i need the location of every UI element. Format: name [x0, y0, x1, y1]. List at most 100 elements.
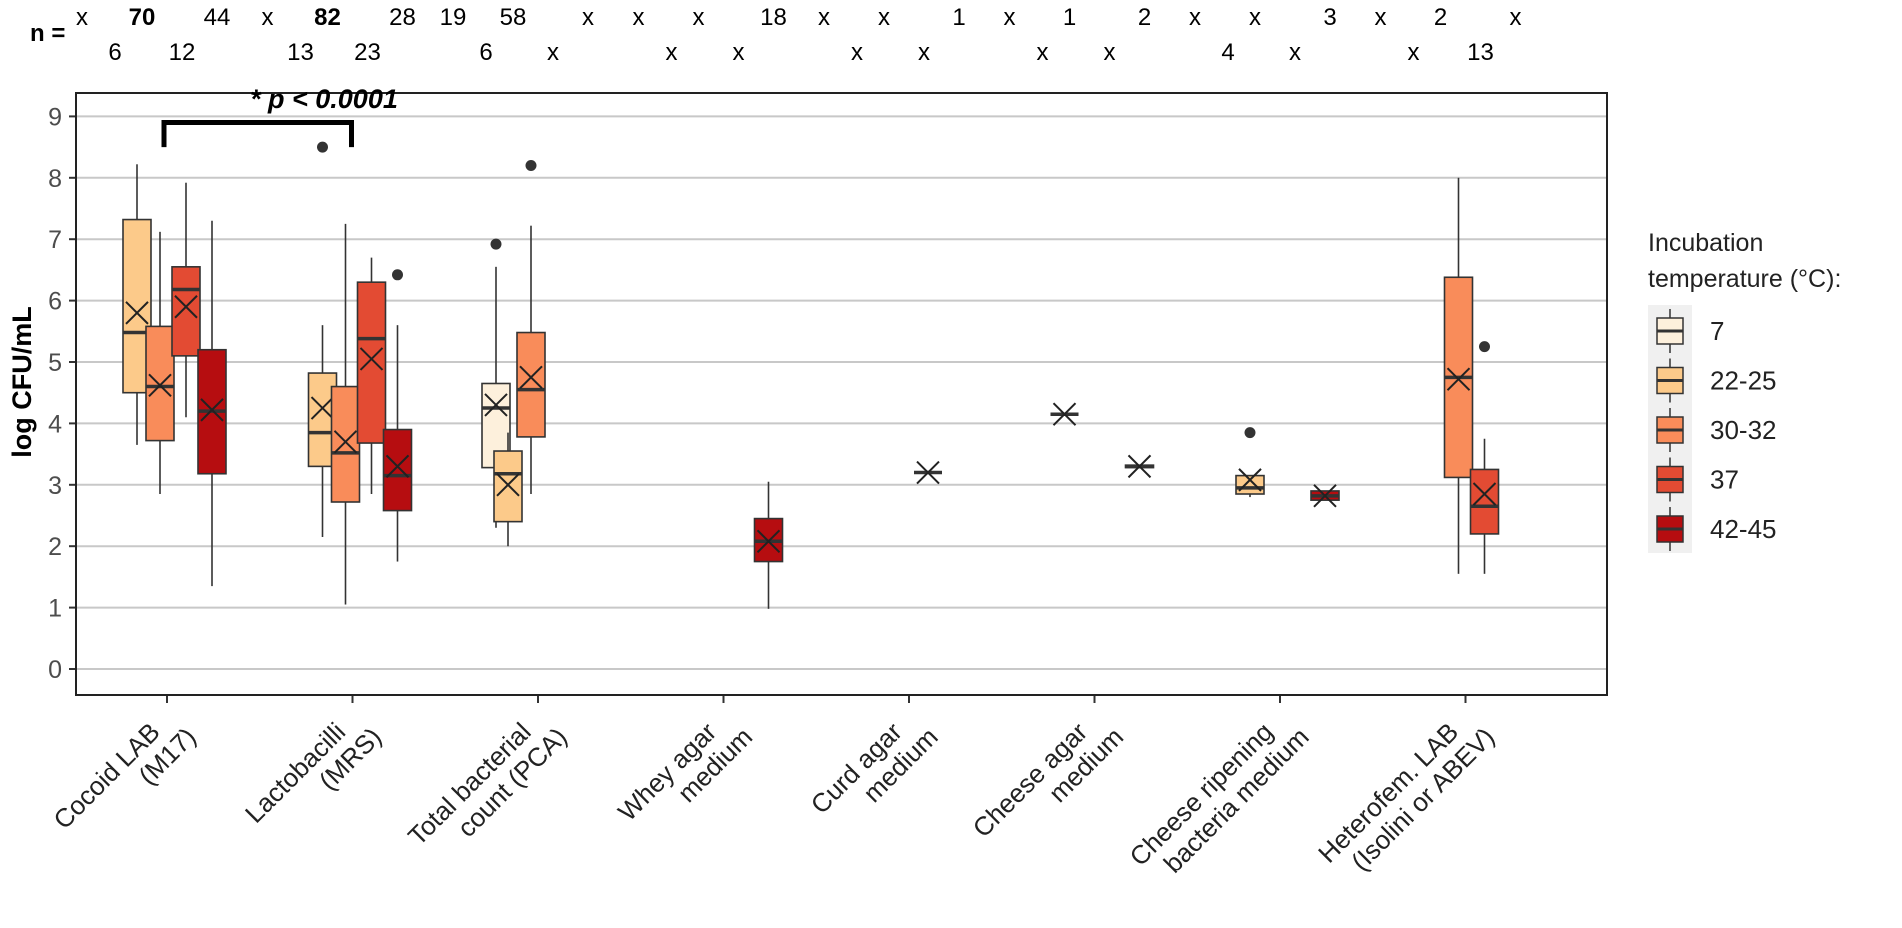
- n-count-bottom: 12: [169, 39, 196, 66]
- mean-marker: [200, 398, 224, 422]
- box-0-37: [171, 182, 201, 418]
- outlier-point: [525, 160, 537, 172]
- y-tick-label-3: 3: [48, 472, 62, 500]
- n-count-top: x: [1249, 4, 1261, 31]
- n-count-bottom: 4: [1221, 39, 1234, 66]
- n-count-top: x: [693, 4, 705, 31]
- n-count-bottom: x: [851, 39, 863, 66]
- x-category-label-1: Lactobacilli(MRS): [239, 717, 387, 829]
- legend-title-line1: Incubation: [1648, 229, 1763, 257]
- box-2-30-32: [516, 160, 546, 495]
- mean-marker: [148, 373, 172, 398]
- plot-panel: [76, 93, 1607, 695]
- n-count-top: 2: [1434, 4, 1447, 31]
- legend-entry-22-25: 22-25: [1656, 358, 1777, 403]
- n-count-top: x: [1189, 4, 1201, 31]
- legend-entry-30-32: 30-32: [1656, 408, 1777, 452]
- mean-marker: [484, 393, 508, 417]
- n-count-bottom: x: [918, 39, 930, 66]
- x-category-label-7: Heterofem. LAB(Isolini or ABEV): [1312, 717, 1500, 877]
- legend-label: 7: [1710, 316, 1724, 346]
- n-count-bottom: 13: [287, 39, 314, 66]
- significance-bracket: [161, 120, 354, 148]
- box-body: [145, 325, 175, 442]
- mean-marker: [1238, 468, 1262, 492]
- outlier-point: [1479, 341, 1490, 353]
- legend-entry-42-45: 42-45: [1656, 507, 1777, 551]
- n-count-top: 28: [389, 4, 416, 31]
- box-body: [493, 450, 523, 523]
- mean-marker: [385, 454, 410, 479]
- legend-title-line2: temperature (°C):: [1648, 265, 1841, 293]
- n-count-top: 18: [760, 4, 787, 31]
- n-count-top: 82: [314, 4, 341, 31]
- box-body: [516, 331, 546, 438]
- n-count-bottom: x: [1408, 39, 1420, 66]
- y-tick-label-7: 7: [48, 226, 62, 254]
- box-body: [330, 385, 361, 503]
- n-count-top: 58: [500, 4, 527, 31]
- n-count-top: x: [1004, 4, 1016, 31]
- mean-marker: [916, 460, 940, 485]
- y-tick-label-5: 5: [48, 349, 62, 377]
- outlier-point: [490, 238, 502, 250]
- n-count-bottom: x: [733, 39, 745, 66]
- box-body: [1235, 474, 1265, 495]
- y-tick-label-4: 4: [48, 410, 62, 438]
- y-tick-label-6: 6: [48, 288, 62, 316]
- mean-marker: [496, 473, 520, 497]
- box-1-30-32: [330, 223, 361, 605]
- legend-label: 30-32: [1710, 415, 1777, 445]
- outlier-point: [317, 141, 328, 153]
- box-5-22-25: [1050, 402, 1079, 426]
- n-count-top: 1: [952, 4, 965, 31]
- box-0-42-45: [197, 220, 227, 587]
- n-count-top: x: [76, 4, 88, 31]
- y-tick-label-0: 0: [48, 656, 62, 684]
- box-body: [382, 428, 413, 512]
- box-6-22-25: [1235, 427, 1265, 498]
- n-count-top: 3: [1323, 4, 1336, 31]
- box-6-42-45: [1310, 484, 1340, 508]
- box-4-37: [914, 460, 942, 485]
- box-1-42-45: [382, 269, 413, 562]
- box-1-37: [356, 257, 387, 495]
- n-count-bottom: 13: [1467, 39, 1494, 66]
- n-count-bottom: 23: [354, 39, 381, 66]
- legend-label: 37: [1710, 465, 1739, 495]
- n-count-top: x: [633, 4, 645, 31]
- mean-marker: [125, 301, 149, 325]
- mean-marker: [1313, 484, 1337, 508]
- mean-marker: [1472, 482, 1497, 506]
- n-count-top: 19: [440, 4, 467, 31]
- box-7-37: [1469, 341, 1500, 574]
- outlier-point: [1244, 427, 1256, 439]
- y-tick-label-1: 1: [48, 595, 62, 623]
- legend-label: 42-45: [1710, 514, 1777, 544]
- mean-marker: [1446, 367, 1471, 391]
- box-3-42-45: [753, 481, 784, 609]
- n-count-top: x: [582, 4, 594, 31]
- y-tick-label-8: 8: [48, 165, 62, 193]
- n-count-top: x: [818, 4, 830, 31]
- n-count-top: 1: [1063, 4, 1076, 31]
- box-body: [1469, 468, 1500, 535]
- n-count-bottom: x: [1037, 39, 1049, 66]
- box-7-30-32: [1443, 177, 1474, 574]
- mean-marker: [310, 396, 335, 420]
- legend-entry-37: 37: [1656, 457, 1739, 502]
- box-0-30-32: [145, 231, 175, 495]
- legend-label: 22-25: [1710, 366, 1777, 396]
- mean-marker: [1127, 454, 1152, 479]
- n-count-bottom: 6: [479, 39, 492, 66]
- box-body: [171, 266, 201, 357]
- n-count-bottom: x: [547, 39, 559, 66]
- legend-entry-7: 7: [1656, 309, 1724, 353]
- mean-marker: [756, 529, 781, 553]
- outlier-point: [392, 269, 403, 281]
